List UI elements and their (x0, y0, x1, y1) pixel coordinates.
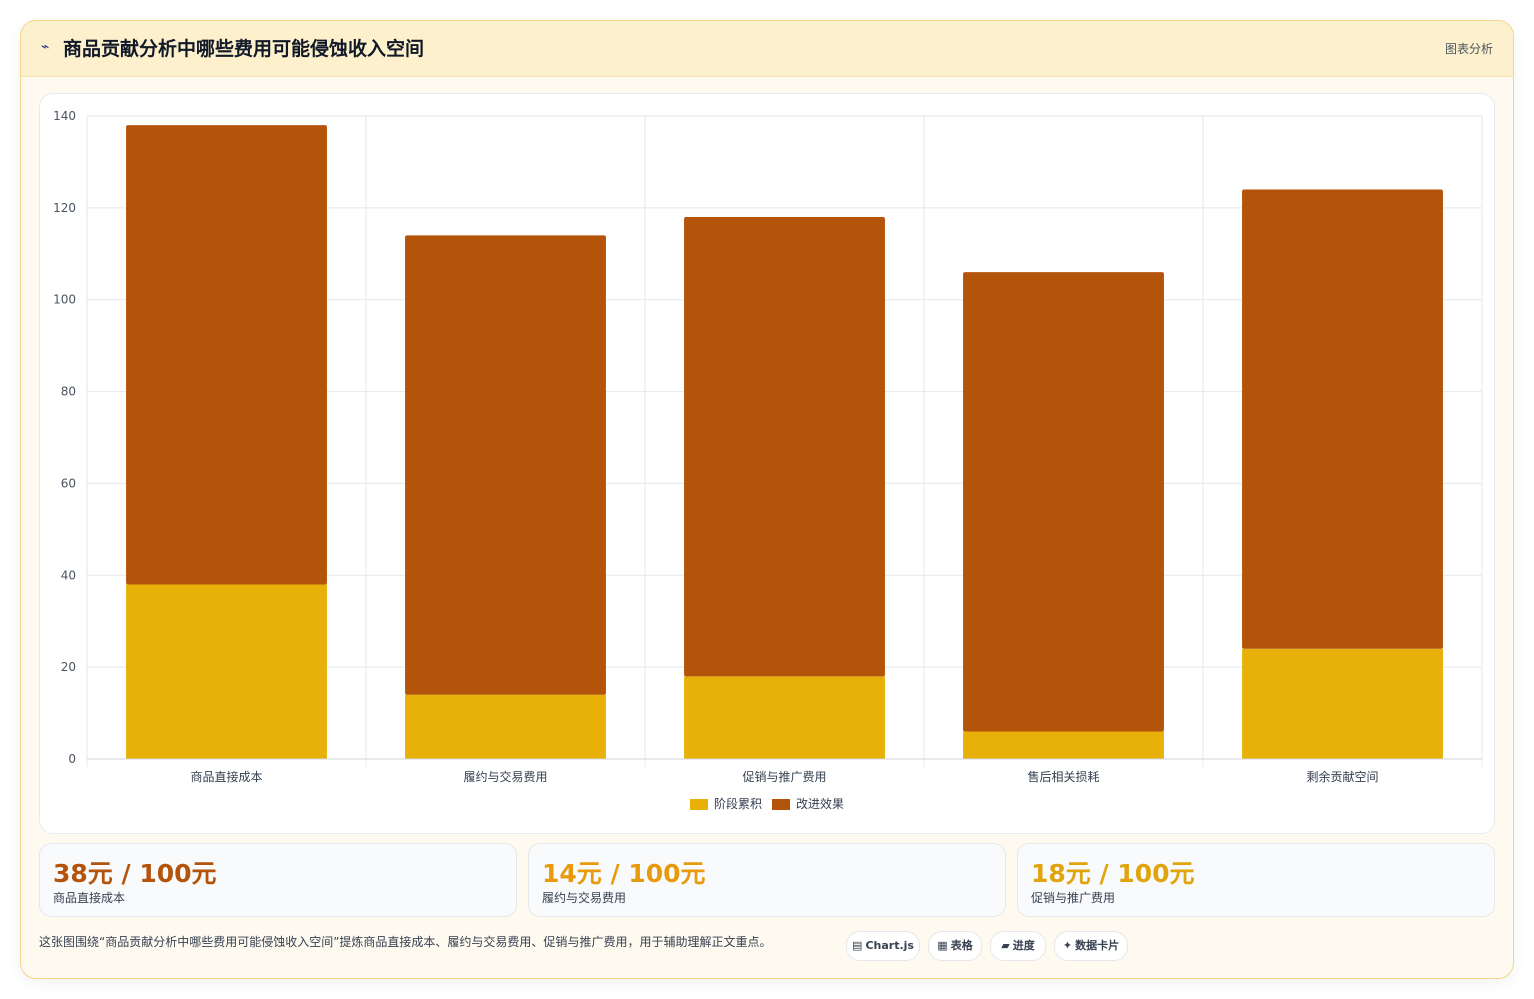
chip-label: 进度 (1012, 939, 1035, 952)
chart-icon: ▤ (852, 939, 863, 952)
y-tick-label: 40 (61, 568, 76, 582)
bar-improvement-effect (684, 217, 885, 677)
chip-table[interactable]: ▦ 表格 (928, 931, 982, 961)
chart-analysis-tag: 图表分析 (1444, 42, 1493, 56)
stacked-bar-chart: 0 20 40 60 80 100 120 140 商品直接成本 履约与交易费用 促销与推广费用 售后… (53, 109, 1483, 811)
y-tick-label: 60 (61, 476, 76, 490)
x-tick-label: 售后相关损耗 (1027, 769, 1099, 784)
legend-label: 阶段累积 (714, 796, 762, 811)
stat-value: 38元 / 100元 (53, 859, 217, 888)
stat-label: 商品直接成本 (53, 891, 126, 905)
stat-value: 18元 / 100元 (1031, 859, 1195, 888)
x-tick-label: 履约与交易费用 (463, 769, 547, 784)
stat-value: 14元 / 100元 (542, 859, 706, 888)
y-tick-label: 120 (53, 201, 76, 215)
y-tick-label: 0 (68, 752, 76, 766)
legend-swatch (690, 799, 708, 810)
chip-chartjs[interactable]: ▤ Chart.js (846, 931, 920, 961)
bar-stage-cumulative (963, 731, 1164, 759)
chip-label: 表格 (950, 939, 973, 952)
legend-label: 改进效果 (796, 796, 844, 811)
x-tick-label: 商品直接成本 (190, 769, 262, 784)
chart-card: ⌁ 商品贡献分析中哪些费用可能侵蚀收入空间 图表分析 0 20 40 60 80 100 1… (20, 20, 1514, 979)
chip-progress[interactable]: ▰ 进度 (990, 931, 1046, 961)
y-tick-label: 140 (53, 109, 76, 123)
legend-swatch (772, 799, 790, 810)
bar-stage-cumulative (405, 694, 606, 759)
x-tick-label: 剩余贡献空间 (1306, 769, 1378, 784)
bar-stage-cumulative (126, 584, 327, 759)
y-tick-label: 80 (61, 385, 76, 399)
y-tick-label: 100 (53, 293, 76, 307)
card-title: 商品贡献分析中哪些费用可能侵蚀收入空间 (63, 38, 425, 60)
bar-stage-cumulative (684, 676, 885, 759)
chip-label: 数据卡片 (1075, 939, 1120, 952)
bar-improvement-effect (126, 125, 327, 585)
chart-caption: 这张图围绕“商品贡献分析中哪些费用可能侵蚀收入空间”提炼商品直接成本、履约与交易… (39, 935, 772, 949)
chart-panel: 0 20 40 60 80 100 120 140 商品直接成本 履约与交易费用 促销与推广费用 售后… (39, 93, 1495, 834)
y-tick-label: 20 (61, 660, 76, 674)
stat-card-1: 38元 / 100元 商品直接成本 (39, 843, 517, 917)
sparkle-icon: ✦ (1062, 939, 1073, 952)
chip-data-card[interactable]: ✦ 数据卡片 (1054, 931, 1128, 961)
chart-trend-icon: ⌁ (41, 39, 50, 55)
progress-icon: ▰ (1001, 939, 1010, 952)
table-icon: ▦ (937, 939, 948, 952)
bar-improvement-effect (405, 235, 606, 695)
x-tick-label: 促销与推广费用 (742, 770, 826, 784)
stat-card-2: 14元 / 100元 履约与交易费用 (528, 843, 1006, 917)
chip-label: Chart.js (865, 939, 914, 952)
stat-label: 促销与推广费用 (1031, 891, 1116, 905)
bar-improvement-effect (963, 272, 1164, 732)
stat-label: 履约与交易费用 (542, 891, 627, 905)
card-header: ⌁ 商品贡献分析中哪些费用可能侵蚀收入空间 图表分析 (21, 21, 1513, 77)
stat-card-3: 18元 / 100元 促销与推广费用 (1017, 843, 1495, 917)
bar-improvement-effect (1242, 189, 1443, 649)
bar-stage-cumulative (1242, 648, 1443, 759)
